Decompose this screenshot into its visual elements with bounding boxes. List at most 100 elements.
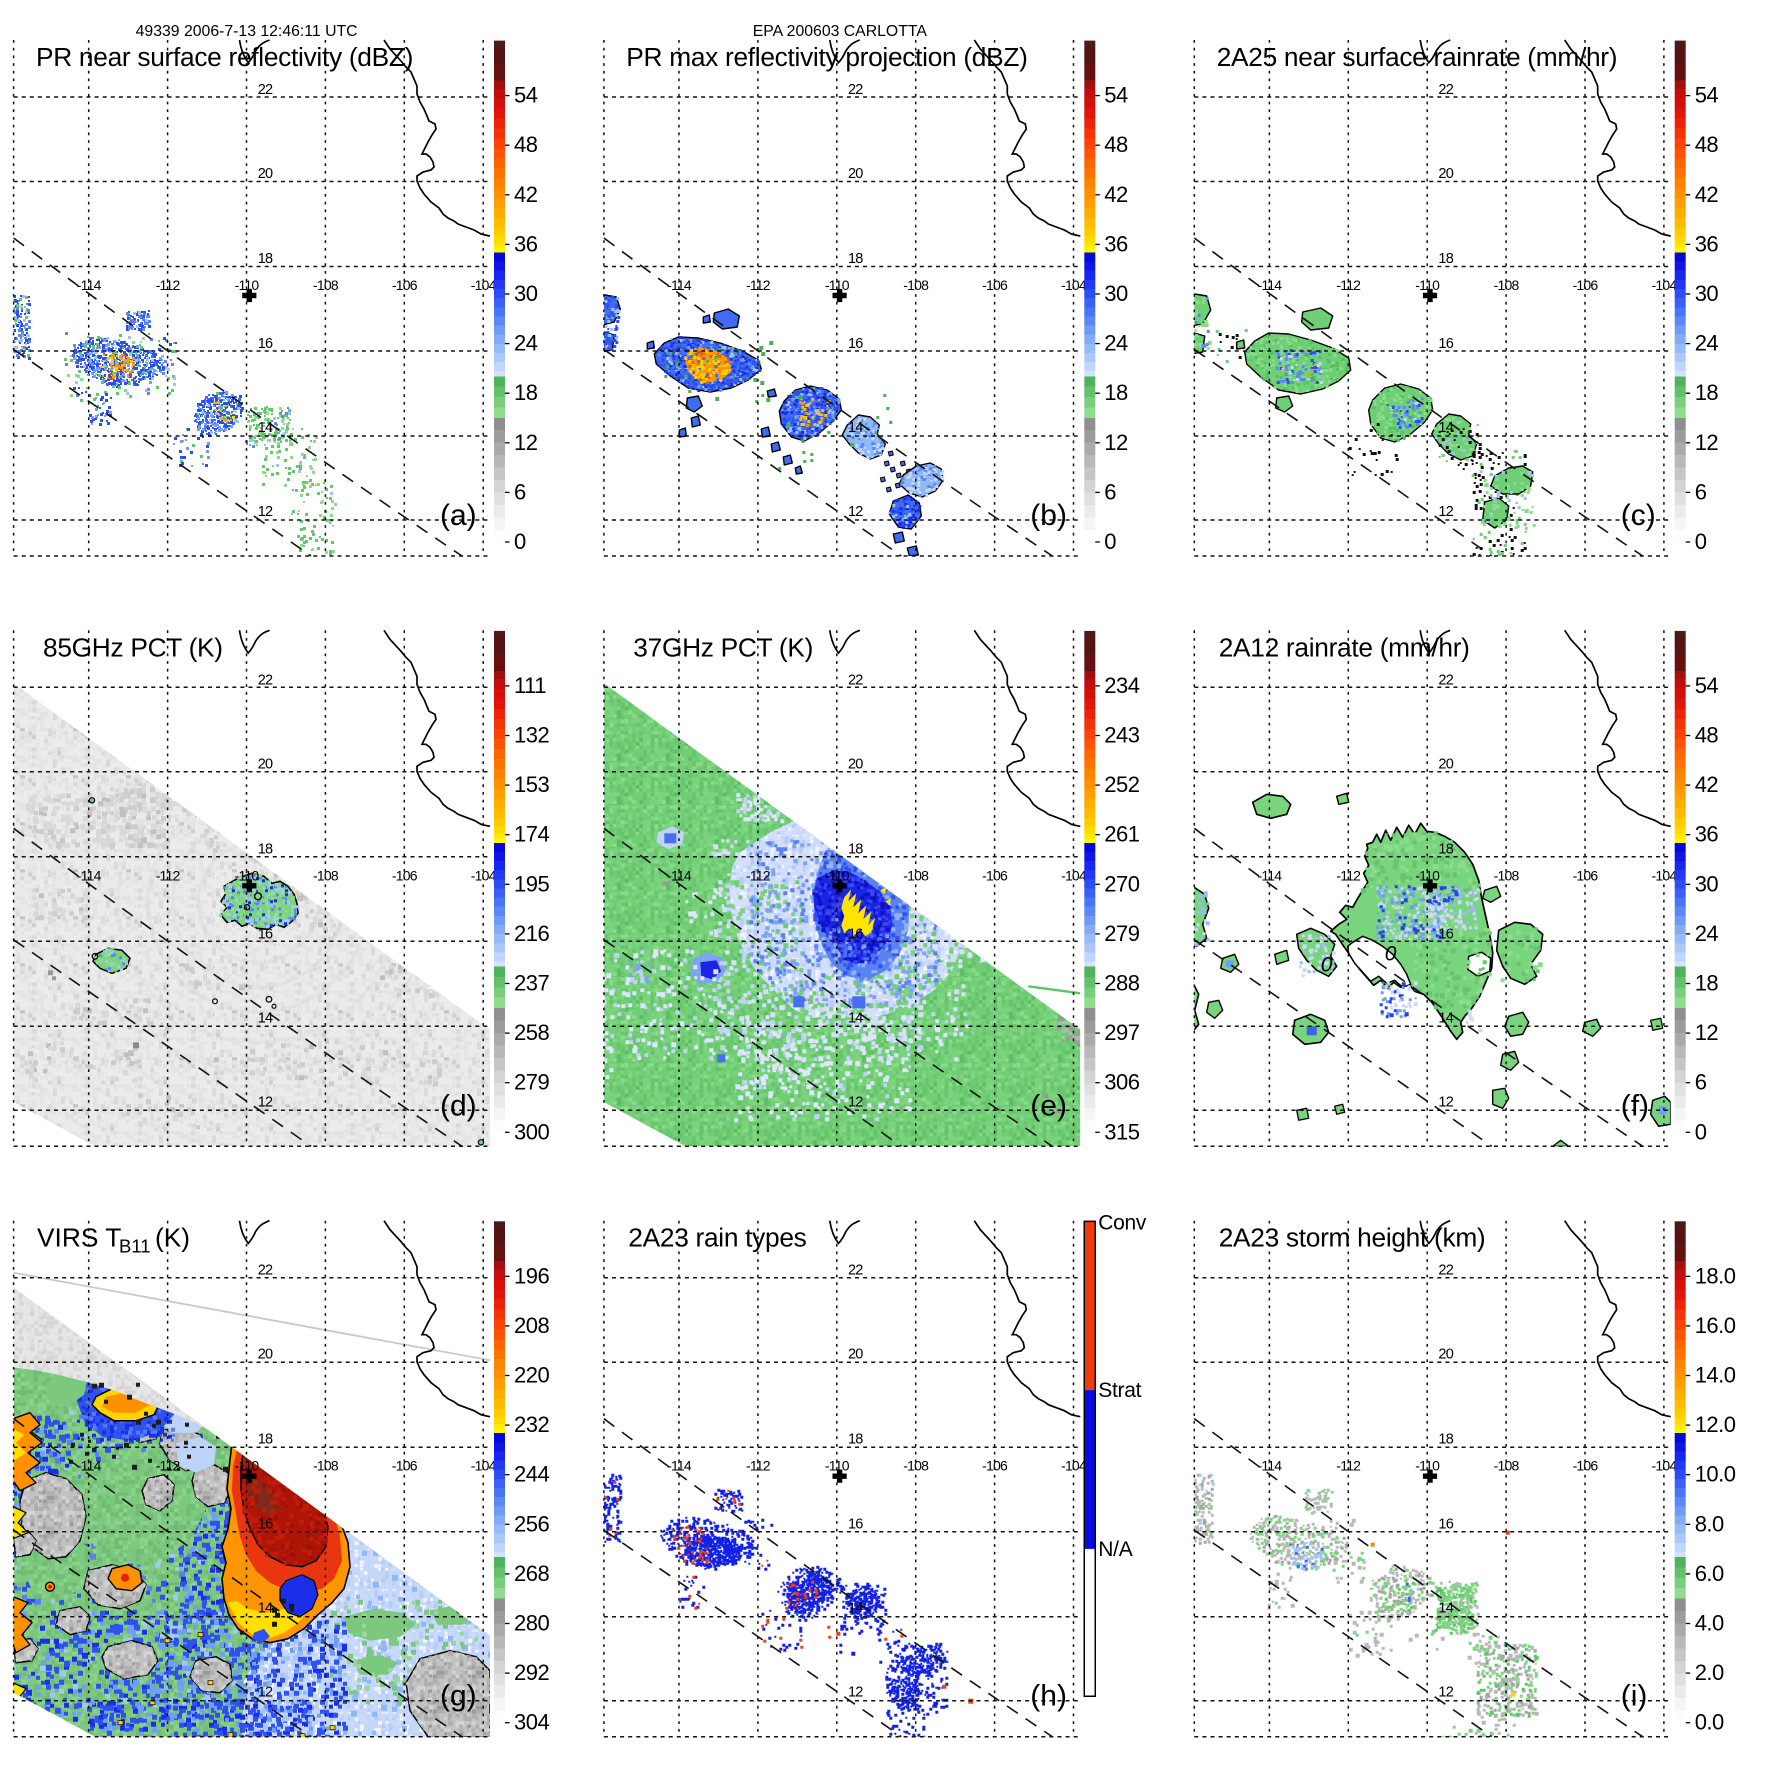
svg-text:304: 304 xyxy=(514,1710,549,1735)
svg-text:36: 36 xyxy=(1695,822,1719,847)
svg-text:279: 279 xyxy=(514,1070,549,1095)
svg-text:54: 54 xyxy=(1104,83,1128,108)
svg-text:18: 18 xyxy=(1104,380,1128,405)
svg-text:(g): (g) xyxy=(440,1680,477,1713)
svg-text:24: 24 xyxy=(1695,921,1719,946)
svg-text:12: 12 xyxy=(514,430,538,455)
svg-text:2A23 rain types: 2A23 rain types xyxy=(628,1223,806,1253)
svg-text:243: 243 xyxy=(1104,723,1139,748)
svg-text:6: 6 xyxy=(1695,479,1707,504)
svg-text:234: 234 xyxy=(1104,673,1139,698)
svg-text:(b): (b) xyxy=(1030,499,1067,532)
svg-text:(c): (c) xyxy=(1621,499,1656,532)
svg-text:0: 0 xyxy=(1695,529,1707,554)
svg-text:288: 288 xyxy=(1104,971,1139,996)
svg-text:24: 24 xyxy=(1695,331,1719,356)
svg-text:292: 292 xyxy=(514,1660,549,1685)
svg-text:(K): (K) xyxy=(155,1223,190,1253)
svg-text:0.0: 0.0 xyxy=(1695,1710,1724,1735)
svg-text:6: 6 xyxy=(1104,479,1116,504)
svg-text:B11: B11 xyxy=(119,1236,151,1257)
svg-text:N/A: N/A xyxy=(1098,1538,1132,1561)
svg-text:18: 18 xyxy=(514,380,538,405)
svg-text:6: 6 xyxy=(1695,1070,1707,1095)
svg-text:VIRS T: VIRS T xyxy=(37,1223,121,1253)
svg-text:132: 132 xyxy=(514,723,549,748)
svg-text:Conv: Conv xyxy=(1098,1212,1147,1235)
svg-text:258: 258 xyxy=(514,1020,549,1045)
svg-text:216: 216 xyxy=(514,921,549,946)
svg-text:268: 268 xyxy=(514,1561,549,1586)
svg-text:54: 54 xyxy=(1695,83,1719,108)
svg-text:(e): (e) xyxy=(1030,1089,1067,1122)
svg-text:24: 24 xyxy=(1104,331,1128,356)
svg-text:30: 30 xyxy=(1104,281,1128,306)
svg-text:2A23 storm height (km): 2A23 storm height (km) xyxy=(1219,1223,1486,1253)
svg-text:36: 36 xyxy=(514,231,538,256)
svg-text:48: 48 xyxy=(1104,132,1128,157)
svg-text:37GHz PCT (K): 37GHz PCT (K) xyxy=(633,632,813,662)
svg-text:42: 42 xyxy=(1695,772,1719,797)
svg-text:48: 48 xyxy=(1695,132,1719,157)
svg-text:18: 18 xyxy=(1695,380,1719,405)
svg-text:24: 24 xyxy=(514,331,538,356)
svg-text:(a): (a) xyxy=(440,499,477,532)
svg-text:256: 256 xyxy=(514,1511,549,1536)
svg-text:42: 42 xyxy=(1695,182,1719,207)
svg-text:PR max reflectivity projection: PR max reflectivity projection (dBZ) xyxy=(626,42,1027,72)
svg-text:Strat: Strat xyxy=(1098,1379,1141,1402)
svg-text:0: 0 xyxy=(1104,529,1116,554)
svg-text:208: 208 xyxy=(514,1313,549,1338)
svg-text:315: 315 xyxy=(1104,1119,1139,1144)
svg-text:42: 42 xyxy=(1104,182,1128,207)
svg-text:261: 261 xyxy=(1104,822,1139,847)
svg-text:30: 30 xyxy=(1695,871,1719,896)
svg-text:EPA 200603 CARLOTTA: EPA 200603 CARLOTTA xyxy=(753,23,928,40)
svg-text:196: 196 xyxy=(514,1263,549,1288)
svg-text:0: 0 xyxy=(1695,1119,1707,1144)
svg-text:8.0: 8.0 xyxy=(1695,1511,1724,1536)
svg-text:237: 237 xyxy=(514,971,549,996)
svg-text:10.0: 10.0 xyxy=(1695,1462,1736,1487)
svg-text:54: 54 xyxy=(1695,673,1719,698)
svg-text:30: 30 xyxy=(514,281,538,306)
svg-text:48: 48 xyxy=(1695,723,1719,748)
svg-text:2A25 near surface rainrate (mm: 2A25 near surface rainrate (mm/hr) xyxy=(1217,42,1617,72)
svg-text:0: 0 xyxy=(1321,953,1333,976)
svg-text:48: 48 xyxy=(514,132,538,157)
svg-text:220: 220 xyxy=(514,1363,549,1388)
svg-text:12.0: 12.0 xyxy=(1695,1412,1736,1437)
svg-text:6.0: 6.0 xyxy=(1695,1561,1724,1586)
svg-text:14.0: 14.0 xyxy=(1695,1363,1736,1388)
svg-text:2.0: 2.0 xyxy=(1695,1660,1724,1685)
svg-text:12: 12 xyxy=(1104,430,1128,455)
svg-text:244: 244 xyxy=(514,1462,549,1487)
svg-text:2A12 rainrate (mm/hr): 2A12 rainrate (mm/hr) xyxy=(1219,632,1470,662)
svg-text:252: 252 xyxy=(1104,772,1139,797)
svg-text:300: 300 xyxy=(514,1119,549,1144)
svg-text:12: 12 xyxy=(1695,1020,1719,1045)
svg-text:36: 36 xyxy=(1104,231,1128,256)
svg-text:0: 0 xyxy=(1385,942,1397,965)
svg-text:42: 42 xyxy=(514,182,538,207)
svg-text:(f): (f) xyxy=(1621,1089,1649,1122)
svg-text:36: 36 xyxy=(1695,231,1719,256)
svg-text:(i): (i) xyxy=(1621,1680,1648,1713)
svg-text:111: 111 xyxy=(514,673,546,698)
svg-text:85GHz PCT (K): 85GHz PCT (K) xyxy=(43,632,223,662)
svg-text:297: 297 xyxy=(1104,1020,1139,1045)
svg-text:153: 153 xyxy=(514,772,549,797)
svg-text:16.0: 16.0 xyxy=(1695,1313,1736,1338)
svg-text:174: 174 xyxy=(514,822,549,847)
svg-text:279: 279 xyxy=(1104,921,1139,946)
svg-text:6: 6 xyxy=(514,479,526,504)
svg-text:18.0: 18.0 xyxy=(1695,1263,1736,1288)
svg-text:(d): (d) xyxy=(440,1089,477,1122)
svg-text:PR near surface reflectivity (: PR near surface reflectivity (dBZ) xyxy=(36,42,413,72)
svg-text:306: 306 xyxy=(1104,1070,1139,1095)
svg-text:49339 2006-7-13 12:46:11 UTC: 49339 2006-7-13 12:46:11 UTC xyxy=(136,23,358,40)
svg-text:195: 195 xyxy=(514,871,549,896)
svg-text:18: 18 xyxy=(1695,971,1719,996)
svg-text:0: 0 xyxy=(514,529,526,554)
svg-text:232: 232 xyxy=(514,1412,549,1437)
